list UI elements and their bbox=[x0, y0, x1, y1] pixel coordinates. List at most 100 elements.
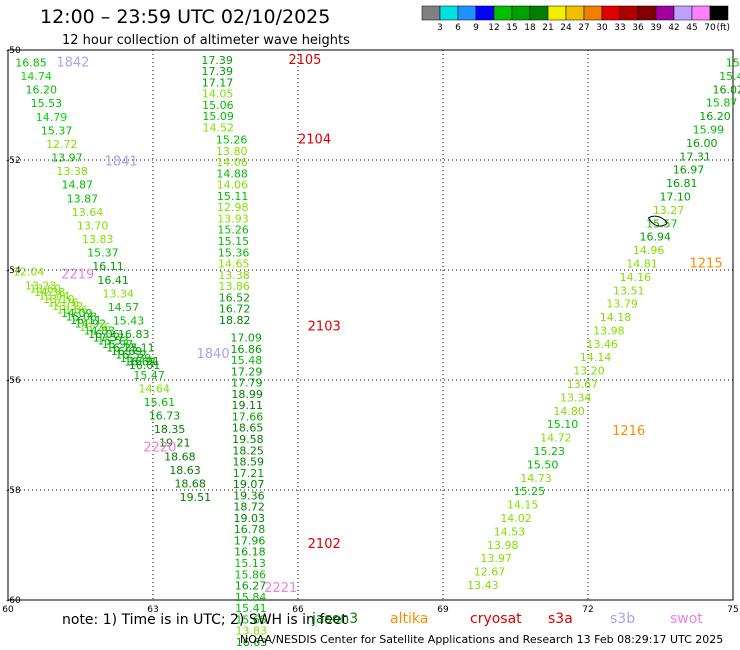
wave-height-value: 15.61 bbox=[144, 396, 176, 409]
wave-height-value: 16.72 bbox=[219, 303, 251, 316]
colorbar-tick-label: 15 bbox=[506, 23, 517, 33]
colorbar-swatch bbox=[637, 5, 657, 21]
wave-height-value: 15.87 bbox=[706, 97, 738, 110]
colorbar-swatch bbox=[439, 5, 459, 21]
wave-height-value: 14.74 bbox=[20, 70, 51, 83]
wave-height-value: 19.07 bbox=[233, 478, 265, 491]
wave-height-value: 17.21 bbox=[233, 467, 265, 480]
colorbar-tick-label: 45 bbox=[686, 23, 697, 33]
wave-height-value: 15.57 bbox=[646, 217, 678, 230]
wave-height-value: 13.87 bbox=[67, 192, 99, 205]
colorbar-tick-label: 9 bbox=[473, 23, 479, 33]
wave-height-value: 16.01 bbox=[129, 359, 161, 372]
wave-height-value: 13.97 bbox=[480, 552, 512, 565]
wave-height-value: 17.31 bbox=[679, 150, 711, 163]
pass-time-label: 1215 bbox=[690, 256, 723, 271]
wave-height-value: 13.38 bbox=[56, 165, 87, 178]
colorbar-swatch bbox=[601, 5, 621, 21]
wave-height-value: 13.27 bbox=[653, 204, 685, 217]
y-tick-label: -60 bbox=[6, 596, 21, 606]
y-tick-label: -50 bbox=[6, 46, 21, 56]
colorbar-tick-label: 18 bbox=[524, 23, 536, 33]
wave-height-value: 13.70 bbox=[77, 219, 109, 232]
colorbar-swatch bbox=[457, 5, 477, 21]
wave-height-value: 16.11 bbox=[70, 314, 102, 327]
wave-height-value: 19.36 bbox=[233, 489, 265, 502]
wave-height-value: 15.15 bbox=[218, 235, 250, 248]
wave-height-value: 13.80 bbox=[216, 145, 248, 158]
y-tick-label: -58 bbox=[6, 486, 21, 496]
wave-height-value: 15.84 bbox=[235, 591, 267, 604]
wave-height-value: 15.13 bbox=[234, 557, 265, 570]
wave-height-value: 16.81 bbox=[666, 177, 698, 190]
wave-height-value: 13.93 bbox=[217, 212, 249, 225]
wave-height-value: 15.10 bbox=[547, 418, 579, 431]
wave-height-value: 16.69 bbox=[111, 345, 142, 358]
wave-height-value: 15.47 bbox=[133, 369, 165, 382]
x-tick-label: 66 bbox=[292, 605, 304, 615]
wave-height-value: 14.83 bbox=[84, 324, 116, 337]
x-tick-label: 75 bbox=[727, 605, 738, 615]
x-tick-label: 60 bbox=[2, 605, 14, 615]
wave-height-value: 17.29 bbox=[231, 365, 263, 378]
wave-height-value: 17.66 bbox=[232, 410, 264, 423]
wave-height-value: 18.63 bbox=[169, 464, 201, 477]
pass-time-label: 2221 bbox=[264, 581, 297, 596]
wave-height-value: 16.11 bbox=[92, 260, 124, 273]
wave-height-value: 18.82 bbox=[219, 314, 251, 327]
wave-height-value: 18.59 bbox=[233, 456, 264, 469]
wave-height-value: 14.09 bbox=[61, 307, 93, 320]
wave-height-value: 15.25 bbox=[514, 485, 546, 498]
colorbar-tick-label: 12 bbox=[488, 23, 499, 33]
wave-height-value: 14.57 bbox=[108, 301, 140, 314]
wave-height-value: 17.57 bbox=[93, 331, 125, 344]
note-text: note: 1) Time is in UTC; 2) SWH is in fe… bbox=[62, 612, 348, 628]
wave-height-value: 14.06 bbox=[217, 179, 249, 192]
wave-height-value: 17.39 bbox=[201, 54, 233, 67]
pass-time-label: 1216 bbox=[612, 424, 645, 439]
pass-time-label: 2105 bbox=[288, 53, 321, 68]
wave-height-value: 16.25 bbox=[106, 342, 138, 355]
wave-height-value: 16.97 bbox=[673, 164, 705, 177]
wave-height-value: 19.58 bbox=[232, 433, 264, 446]
colorbar-swatch bbox=[691, 5, 711, 21]
wave-height-value: 15.48 bbox=[231, 354, 263, 367]
colorbar-tick-label: 30 bbox=[596, 23, 608, 33]
wave-height-value: 14.15 bbox=[507, 499, 539, 512]
wave-height-value: 13.23 bbox=[25, 279, 56, 292]
wave-height-value: 13.43 bbox=[467, 579, 499, 592]
wave-height-value: 14.88 bbox=[216, 167, 248, 180]
wave-height-value: 13.64 bbox=[72, 206, 104, 219]
colorbar-swatch bbox=[655, 5, 675, 21]
wave-height-value: 13.83 bbox=[82, 233, 114, 246]
wave-height-value: 15.23 bbox=[533, 445, 565, 458]
colorbar-swatch bbox=[565, 5, 585, 21]
x-tick-label: 69 bbox=[437, 605, 449, 615]
wave-height-value: 15.09 bbox=[202, 110, 234, 123]
wave-height-value: 15.11 bbox=[217, 190, 249, 203]
wave-height-value: 18.68 bbox=[174, 477, 206, 490]
wave-height-value: 16.41 bbox=[97, 274, 128, 287]
wave-height-value: 16.73 bbox=[149, 410, 181, 423]
wave-height-value: 16.86 bbox=[231, 343, 262, 356]
wave-height-value: 13.46 bbox=[587, 338, 619, 351]
credit-text: NOAA/NESDIS Center for Satellite Applica… bbox=[240, 633, 724, 646]
y-tick-label: -56 bbox=[6, 376, 21, 386]
wave-height-value: 17.10 bbox=[659, 190, 691, 203]
wave-height-value: 19.51 bbox=[180, 491, 212, 504]
wave-height-value: 13.67 bbox=[567, 378, 599, 391]
wave-height-value: 15.50 bbox=[527, 458, 559, 471]
wave-height-value: 15.43 bbox=[113, 314, 144, 327]
x-tick-label: 63 bbox=[147, 605, 158, 615]
satellite-legend-swot: swot bbox=[670, 611, 703, 627]
colorbar-tick-label: 33 bbox=[614, 23, 625, 33]
wave-height-value: 18.35 bbox=[154, 423, 186, 436]
colorbar-tick-label: 42 bbox=[668, 23, 679, 33]
pass-time-label: 1840 bbox=[197, 347, 230, 362]
wave-height-value: 14.05 bbox=[202, 88, 234, 101]
wave-height-value: 15.06 bbox=[202, 99, 234, 112]
wave-height-value: 15.86 bbox=[235, 568, 266, 581]
wave-height-value: 16.63 bbox=[236, 636, 268, 649]
wave-height-value: 15.65 bbox=[235, 613, 266, 626]
wave-height-value: 15.37 bbox=[41, 124, 72, 137]
